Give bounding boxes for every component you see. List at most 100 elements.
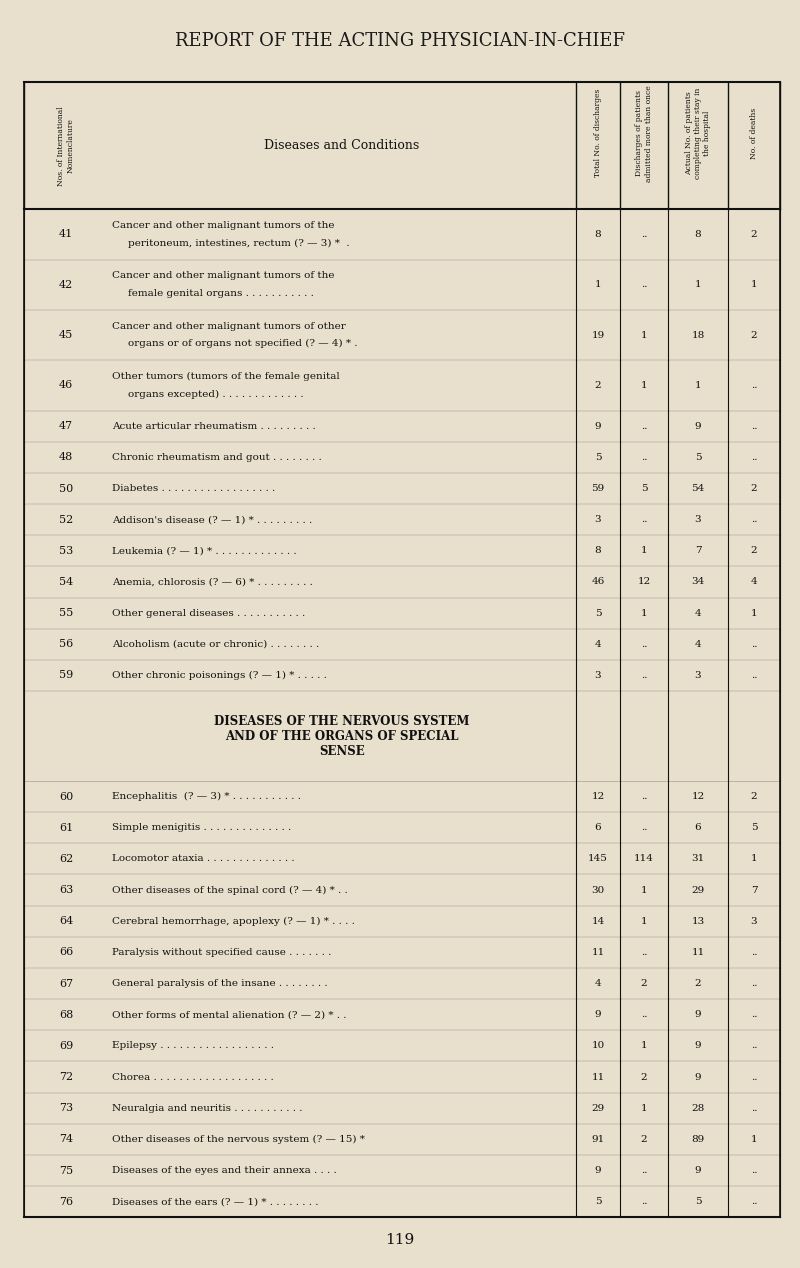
Text: ..: .. <box>750 640 758 649</box>
Text: 2: 2 <box>750 792 758 801</box>
Text: Neuralgia and neuritis . . . . . . . . . . .: Neuralgia and neuritis . . . . . . . . .… <box>112 1103 302 1113</box>
Text: 56: 56 <box>59 639 73 649</box>
Text: 68: 68 <box>59 1009 73 1019</box>
Text: 2: 2 <box>594 380 602 391</box>
Text: 73: 73 <box>59 1103 73 1113</box>
Text: 61: 61 <box>59 823 73 833</box>
Text: organs excepted) . . . . . . . . . . . . .: organs excepted) . . . . . . . . . . . .… <box>128 389 304 399</box>
Text: 45: 45 <box>59 330 73 340</box>
Text: 59: 59 <box>591 484 605 493</box>
Text: ..: .. <box>750 1011 758 1019</box>
Text: 3: 3 <box>594 671 602 680</box>
Text: 5: 5 <box>594 609 602 618</box>
Text: 50: 50 <box>59 483 73 493</box>
Text: 54: 54 <box>691 484 705 493</box>
Text: ..: .. <box>641 792 647 801</box>
Text: 6: 6 <box>594 823 602 832</box>
Text: ..: .. <box>641 1167 647 1175</box>
Text: 41: 41 <box>59 230 73 240</box>
Text: 9: 9 <box>594 422 602 431</box>
Text: DISEASES OF THE NERVOUS SYSTEM
AND OF THE ORGANS OF SPECIAL
SENSE: DISEASES OF THE NERVOUS SYSTEM AND OF TH… <box>214 715 470 757</box>
Text: 66: 66 <box>59 947 73 957</box>
Text: 3: 3 <box>594 515 602 524</box>
Text: 2: 2 <box>641 1073 647 1082</box>
Text: Other chronic poisonings (? — 1) * . . . . .: Other chronic poisonings (? — 1) * . . .… <box>112 671 327 680</box>
Text: 74: 74 <box>59 1135 73 1144</box>
Text: 91: 91 <box>591 1135 605 1144</box>
Text: 69: 69 <box>59 1041 73 1051</box>
Text: ..: .. <box>641 453 647 462</box>
Text: Total No. of discharges: Total No. of discharges <box>594 89 602 178</box>
Text: 34: 34 <box>691 577 705 587</box>
Text: ..: .. <box>750 671 758 680</box>
Text: 1: 1 <box>641 1103 647 1113</box>
Text: 2: 2 <box>641 979 647 988</box>
Text: Other general diseases . . . . . . . . . . .: Other general diseases . . . . . . . . .… <box>112 609 306 618</box>
Text: 9: 9 <box>594 1011 602 1019</box>
Text: 5: 5 <box>750 823 758 832</box>
Text: ..: .. <box>641 823 647 832</box>
Text: 1: 1 <box>641 1041 647 1050</box>
Text: 1: 1 <box>641 331 647 340</box>
Text: ..: .. <box>750 1103 758 1113</box>
Text: Cerebral hemorrhage, apoplexy (? — 1) * . . . .: Cerebral hemorrhage, apoplexy (? — 1) * … <box>112 917 355 926</box>
Text: 28: 28 <box>691 1103 705 1113</box>
Text: 1: 1 <box>641 917 647 926</box>
Text: 29: 29 <box>691 885 705 894</box>
Text: 119: 119 <box>386 1232 414 1248</box>
Text: Discharges of patients
admitted more than once: Discharges of patients admitted more tha… <box>635 85 653 181</box>
Text: 7: 7 <box>750 885 758 894</box>
Text: Cancer and other malignant tumors of other: Cancer and other malignant tumors of oth… <box>112 322 346 331</box>
Text: 1: 1 <box>694 280 702 289</box>
Text: 53: 53 <box>59 545 73 555</box>
Text: 8: 8 <box>594 547 602 555</box>
Text: 4: 4 <box>594 979 602 988</box>
Text: 46: 46 <box>59 380 73 391</box>
Text: ..: .. <box>641 280 647 289</box>
Text: 75: 75 <box>59 1165 73 1175</box>
Text: 9: 9 <box>694 1167 702 1175</box>
Text: ..: .. <box>641 230 647 238</box>
Text: 76: 76 <box>59 1197 73 1207</box>
Text: 1: 1 <box>750 855 758 864</box>
Text: Other diseases of the spinal cord (? — 4) * . .: Other diseases of the spinal cord (? — 4… <box>112 885 348 895</box>
Text: 5: 5 <box>594 1197 602 1206</box>
Text: Addison's disease (? — 1) * . . . . . . . . .: Addison's disease (? — 1) * . . . . . . … <box>112 515 312 524</box>
Text: 1: 1 <box>641 380 647 391</box>
Text: 1: 1 <box>641 547 647 555</box>
Text: 2: 2 <box>750 547 758 555</box>
Text: ..: .. <box>641 422 647 431</box>
Text: 42: 42 <box>59 280 73 289</box>
Text: 2: 2 <box>694 979 702 988</box>
Text: 1: 1 <box>641 609 647 618</box>
Text: Leukemia (? — 1) * . . . . . . . . . . . . .: Leukemia (? — 1) * . . . . . . . . . . .… <box>112 547 297 555</box>
Text: Paralysis without specified cause . . . . . . .: Paralysis without specified cause . . . … <box>112 948 331 957</box>
Text: Epilepsy . . . . . . . . . . . . . . . . . .: Epilepsy . . . . . . . . . . . . . . . .… <box>112 1041 274 1050</box>
Text: 4: 4 <box>750 577 758 587</box>
Text: Encephalitis  (? — 3) * . . . . . . . . . . .: Encephalitis (? — 3) * . . . . . . . . .… <box>112 792 301 801</box>
Text: Chronic rheumatism and gout . . . . . . . .: Chronic rheumatism and gout . . . . . . … <box>112 453 322 462</box>
Text: 11: 11 <box>691 948 705 957</box>
Text: Alcoholism (acute or chronic) . . . . . . . .: Alcoholism (acute or chronic) . . . . . … <box>112 640 319 649</box>
Text: 2: 2 <box>641 1135 647 1144</box>
Text: ..: .. <box>750 453 758 462</box>
Text: 64: 64 <box>59 917 73 926</box>
Text: 59: 59 <box>59 671 73 681</box>
Text: 8: 8 <box>694 230 702 238</box>
Text: 12: 12 <box>691 792 705 801</box>
Text: 1: 1 <box>594 280 602 289</box>
Text: 67: 67 <box>59 979 73 989</box>
Text: Diseases and Conditions: Diseases and Conditions <box>264 139 420 152</box>
Text: 4: 4 <box>694 609 702 618</box>
Text: 11: 11 <box>591 1073 605 1082</box>
Text: 19: 19 <box>591 331 605 340</box>
Text: 46: 46 <box>591 577 605 587</box>
Text: 72: 72 <box>59 1071 73 1082</box>
Text: ..: .. <box>641 515 647 524</box>
Text: 1: 1 <box>750 609 758 618</box>
Text: 30: 30 <box>591 885 605 894</box>
Text: 1: 1 <box>750 280 758 289</box>
Text: 1: 1 <box>750 1135 758 1144</box>
Text: Other diseases of the nervous system (? — 15) *: Other diseases of the nervous system (? … <box>112 1135 365 1144</box>
Text: ..: .. <box>641 948 647 957</box>
